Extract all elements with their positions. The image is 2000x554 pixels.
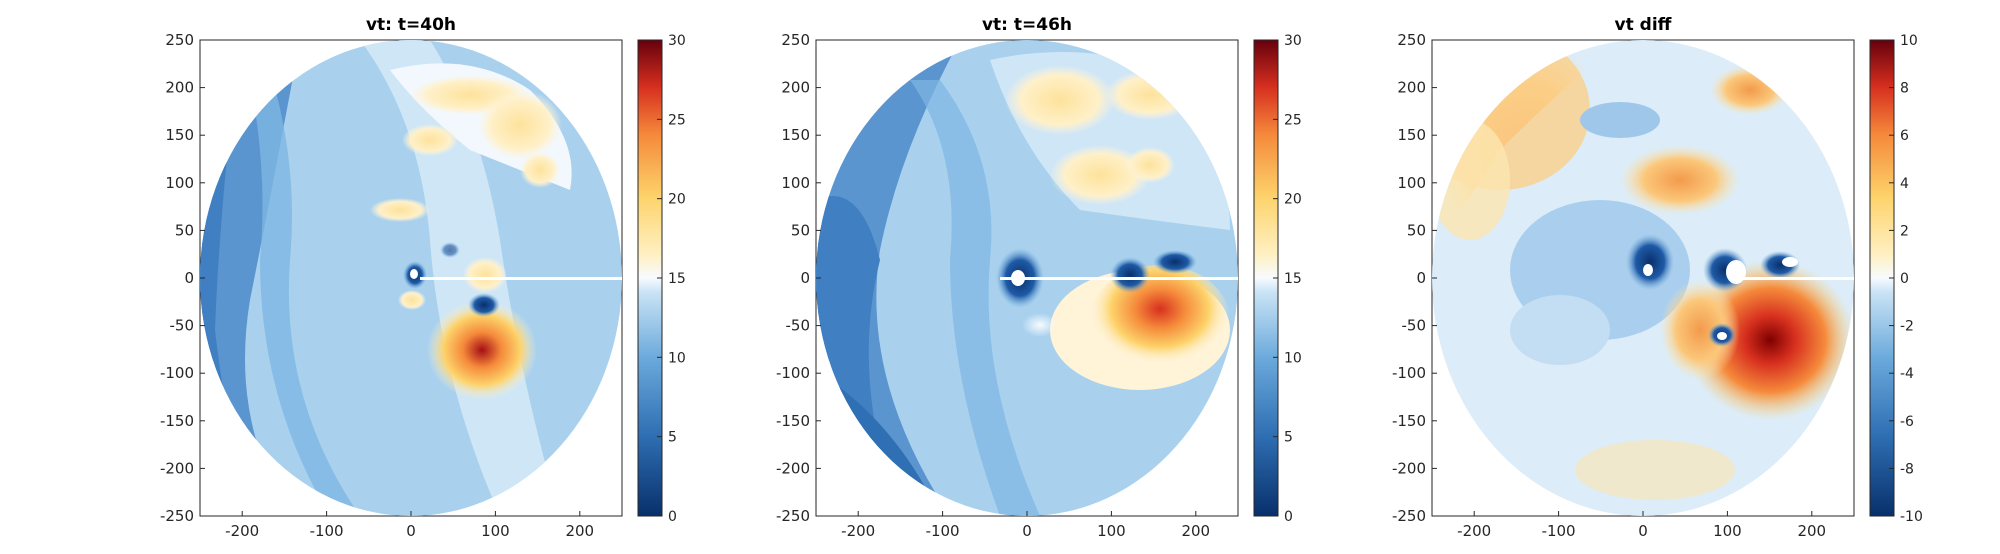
y-tick-label: -250: [776, 507, 810, 525]
colorbar-tick-label: -10: [1900, 509, 1923, 525]
y-tick-label: 200: [781, 79, 810, 97]
colorbar-tick-label: 0: [1900, 271, 1909, 287]
colorbar: 10 8 6 4 2 0 -2 -4 -6 -8 -10: [1869, 33, 1923, 525]
y-axis: 250 200 150 100 50 0 -50 -100 -150 -200 -250: [1392, 31, 1437, 525]
chart-title: vt: t=40h: [366, 15, 456, 35]
x-tick-label: -100: [1542, 522, 1576, 540]
y-tick-label: 250: [165, 31, 194, 49]
y-tick-label: -100: [776, 364, 810, 382]
y-tick-label: -250: [160, 507, 194, 525]
y-tick-label: 50: [175, 221, 194, 239]
colorbar-tick-label: 2: [1900, 223, 1909, 239]
y-tick-label: 0: [800, 269, 810, 287]
colorbar-tick-label: -6: [1900, 414, 1914, 430]
contour-field: [816, 40, 1238, 516]
x-tick-label: -200: [841, 522, 875, 540]
y-tick-label: 0: [184, 269, 194, 287]
colorbar: 30 25 20 15 10 5 0: [637, 33, 686, 525]
y-tick-label: -50: [170, 317, 195, 335]
colorbar-tick-label: 30: [1284, 33, 1302, 49]
x-tick-label: 100: [1713, 522, 1742, 540]
contour-field: [200, 40, 622, 516]
y-tick-label: 50: [1407, 221, 1426, 239]
x-tick-label: 100: [1097, 522, 1126, 540]
y-tick-label: -200: [1392, 459, 1426, 477]
y-tick-label: 150: [781, 126, 810, 144]
y-tick-label: 250: [1397, 31, 1426, 49]
colorbar-tick-label: 0: [1284, 509, 1293, 525]
colorbar-tick-label: 25: [1284, 112, 1302, 128]
colorbar-tick-label: 25: [668, 112, 686, 128]
y-axis: 250 200 150 100 50 0 -50 -100 -150 -200 -250: [160, 31, 205, 525]
colorbar-tick-label: 6: [1900, 128, 1909, 144]
colorbar-tick-label: 10: [668, 350, 686, 366]
y-tick-label: -150: [1392, 412, 1426, 430]
x-tick-label: 200: [1797, 522, 1826, 540]
y-tick-label: -100: [1392, 364, 1426, 382]
chart-title: vt diff: [1615, 15, 1672, 35]
y-tick-label: 200: [165, 79, 194, 97]
y-tick-label: 50: [791, 221, 810, 239]
colorbar-tick-label: 4: [1900, 176, 1909, 192]
x-tick-label: 0: [1022, 522, 1032, 540]
x-tick-label: -100: [310, 522, 344, 540]
y-tick-label: -150: [776, 412, 810, 430]
y-tick-label: 150: [1397, 126, 1426, 144]
x-axis: -200 -100 0 100 200: [841, 511, 1210, 540]
colorbar-tick-label: 8: [1900, 81, 1909, 97]
y-tick-label: -50: [1402, 317, 1427, 335]
y-tick-label: 0: [1416, 269, 1426, 287]
chart-title: vt: t=46h: [982, 15, 1072, 35]
x-tick-label: 0: [406, 522, 416, 540]
x-tick-label: 0: [1638, 522, 1648, 540]
panel-vt-46h: vt: t=46h -200 -100 0 100 200 25020015010050…: [776, 15, 1302, 540]
y-tick-label: -100: [160, 364, 194, 382]
y-tick-label: -250: [1392, 507, 1426, 525]
y-tick-label: 100: [165, 174, 194, 192]
y-tick-label: 100: [1397, 174, 1426, 192]
x-tick-label: -200: [225, 522, 259, 540]
y-axis: 250 200 150 100 50 0 -50 -100 -150 -200 -250: [776, 31, 821, 525]
y-tick-label: -50: [786, 317, 811, 335]
y-tick-label: -150: [160, 412, 194, 430]
colorbar-tick-label: 15: [668, 271, 686, 287]
colorbar-tick-label: -4: [1900, 366, 1914, 382]
y-tick-label: -200: [776, 459, 810, 477]
colorbar-tick-label: 5: [668, 430, 677, 446]
contour-field: [1432, 40, 1854, 516]
colorbar-tick-label: 5: [1284, 430, 1293, 446]
y-tick-label: 250: [781, 31, 810, 49]
x-tick-label: -200: [1457, 522, 1491, 540]
colorbar-tick-label: 15: [1284, 271, 1302, 287]
colorbar-tick-label: -2: [1900, 319, 1914, 335]
colorbar-tick-label: 20: [668, 192, 686, 208]
x-axis: -200 -100 0 100 200: [1457, 511, 1826, 540]
x-tick-label: -100: [926, 522, 960, 540]
colorbar-tick-label: 10: [1900, 33, 1918, 49]
colorbar-tick-label: 30: [668, 33, 686, 49]
y-tick-label: 200: [1397, 79, 1426, 97]
y-tick-label: 150: [165, 126, 194, 144]
x-tick-label: 200: [1181, 522, 1210, 540]
x-tick-label: 100: [481, 522, 510, 540]
colorbar: 30 25 20 15 10 5 0: [1253, 33, 1302, 525]
x-axis: -200 -100 0 100 200: [225, 511, 594, 540]
colorbar-tick-label: 20: [1284, 192, 1302, 208]
y-tick-label: -200: [160, 459, 194, 477]
y-tick-label: 100: [781, 174, 810, 192]
colorbar-tick-label: 10: [1284, 350, 1302, 366]
colorbar-tick-label: -8: [1900, 461, 1914, 477]
x-tick-label: 200: [565, 522, 594, 540]
colorbar-tick-label: 0: [668, 509, 677, 525]
